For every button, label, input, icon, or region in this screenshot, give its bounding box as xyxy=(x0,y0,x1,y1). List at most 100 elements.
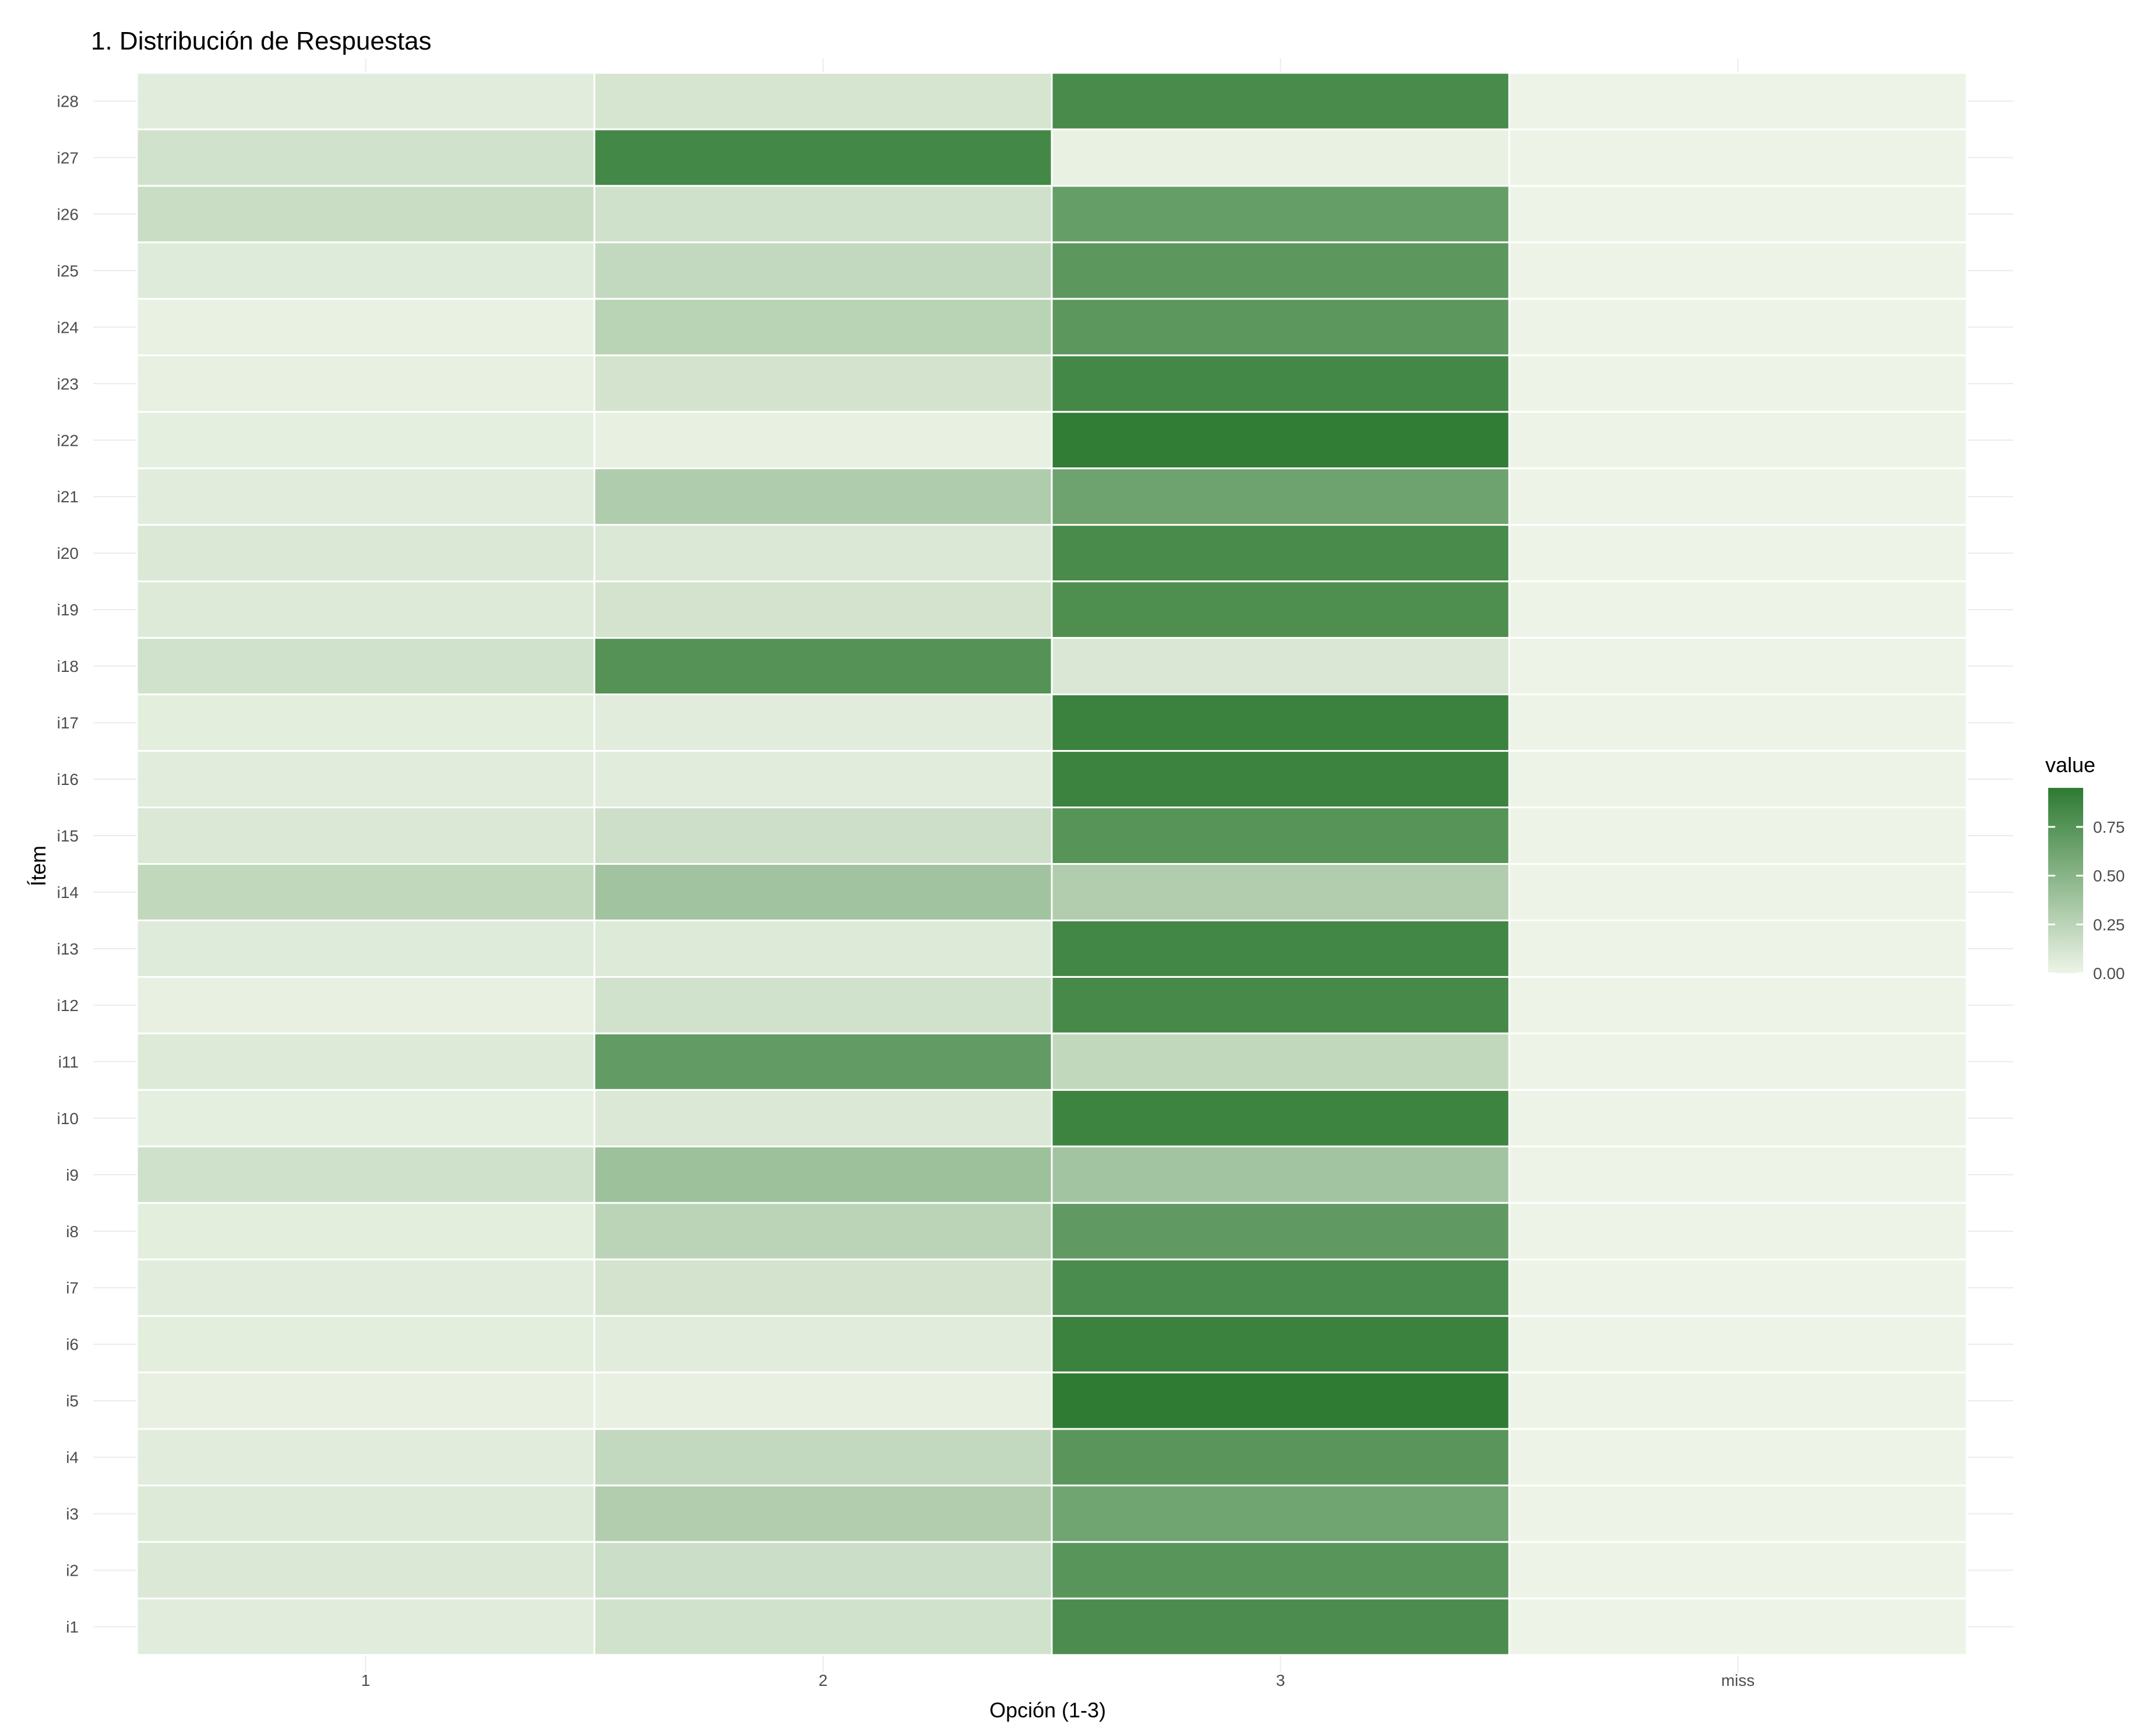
heatmap-cell xyxy=(1051,1371,1510,1430)
heatmap-cell xyxy=(136,128,596,187)
heatmap-cell xyxy=(1051,1032,1510,1091)
legend-tick-label: 0.75 xyxy=(2093,818,2125,836)
heatmap-cell xyxy=(593,1371,1053,1430)
heatmap-cell xyxy=(1508,1428,1968,1487)
y-tick-label: i2 xyxy=(66,1562,79,1580)
heatmap-cell xyxy=(593,1258,1053,1317)
heatmap-cell xyxy=(1508,863,1968,921)
heatmap-cell xyxy=(593,807,1053,865)
heatmap-cell xyxy=(593,524,1053,583)
y-tick-label: i9 xyxy=(66,1166,79,1184)
heatmap-cell xyxy=(1051,467,1510,526)
y-tick-label: i13 xyxy=(57,940,79,958)
y-tick-label: i20 xyxy=(57,544,79,562)
heatmap-cell xyxy=(593,750,1053,809)
heatmap-cell xyxy=(1508,1371,1968,1430)
heatmap-cell xyxy=(1508,411,1968,470)
heatmap-cell xyxy=(593,1315,1053,1374)
heatmap-cell xyxy=(1508,298,1968,357)
heatmap-cell xyxy=(1051,298,1510,357)
y-tick-label: i16 xyxy=(57,770,79,788)
heatmap-cell xyxy=(593,411,1053,470)
y-tick-label: i17 xyxy=(57,714,79,732)
heatmap-cell xyxy=(1508,1089,1968,1147)
heatmap-cell xyxy=(136,241,596,300)
heatmap-cell xyxy=(593,354,1053,413)
heatmap-cell xyxy=(1051,1258,1510,1317)
y-tick-labels: i28 i27 i26 i25 i24 i23 i22 i21 i20 i19 i18 i17 i16 i… xyxy=(57,92,79,1636)
heatmap-cell xyxy=(593,298,1053,357)
heatmap-cell xyxy=(136,524,596,583)
y-tick-label: i27 xyxy=(57,149,79,167)
heatmap-cell xyxy=(1508,919,1968,978)
heatmap-cell xyxy=(593,128,1053,187)
heatmap-cell xyxy=(1508,524,1968,583)
heatmap-cell xyxy=(593,863,1053,921)
y-tick-label: i26 xyxy=(57,205,79,223)
heatmap-cell xyxy=(593,72,1053,131)
heatmap-cell xyxy=(1051,1541,1510,1600)
heatmap-cell xyxy=(593,1428,1053,1487)
heatmap-cell xyxy=(593,693,1053,752)
heatmap-cell xyxy=(1051,1089,1510,1147)
heatmap-cell xyxy=(136,1597,596,1656)
heatmap-cell xyxy=(593,467,1053,526)
heatmap-cell xyxy=(136,1315,596,1374)
heatmap-cell xyxy=(593,185,1053,244)
heatmap-cell xyxy=(1051,1145,1510,1204)
y-tick-label: i25 xyxy=(57,262,79,280)
heatmap-cell xyxy=(593,1484,1053,1543)
legend-colorbar xyxy=(2048,788,2083,973)
heatmap-cell xyxy=(1508,807,1968,865)
heatmap-cell xyxy=(1508,241,1968,300)
y-tick-label: i7 xyxy=(66,1279,79,1297)
heatmap-cell xyxy=(593,919,1053,978)
heatmap-cell xyxy=(136,976,596,1034)
y-tick-label: i6 xyxy=(66,1336,79,1354)
heatmap-cell xyxy=(1508,1597,1968,1656)
heatmap-cell xyxy=(136,1428,596,1487)
legend-title: value xyxy=(2045,753,2095,777)
heatmap-cell xyxy=(1508,1315,1968,1374)
heatmap-cell xyxy=(1051,976,1510,1034)
heatmap-cell xyxy=(1051,637,1510,696)
heatmap-cell xyxy=(593,580,1053,639)
x-tick-label: 2 xyxy=(819,1671,828,1689)
heatmap-cell xyxy=(1508,354,1968,413)
heatmap-cell xyxy=(593,1089,1053,1147)
y-tick-label: i21 xyxy=(57,488,79,506)
heatmap-cell xyxy=(1051,72,1510,131)
heatmap-cell xyxy=(1508,128,1968,187)
heatmap-cell xyxy=(1508,1145,1968,1204)
x-tick-labels: 1 2 3 miss xyxy=(361,1671,1755,1689)
legend-ticks: 0.75 0.50 0.25 0.00 xyxy=(2048,818,2125,983)
heatmap-cell xyxy=(1051,1484,1510,1543)
heatmap-cell xyxy=(1051,185,1510,244)
y-tick-label: i4 xyxy=(66,1449,79,1467)
y-tick-label: i18 xyxy=(57,657,79,675)
heatmap-cell xyxy=(1051,128,1510,187)
heatmap-cell xyxy=(136,1484,596,1543)
heatmap-cell xyxy=(136,807,596,865)
heatmap-cell xyxy=(1508,693,1968,752)
heatmap-cell xyxy=(136,1258,596,1317)
color-legend: value 0.75 0.50 0.25 0.00 xyxy=(2045,753,2125,983)
heatmap-cell xyxy=(1508,1202,1968,1260)
heatmap-cell xyxy=(593,1032,1053,1091)
y-tick-label: i22 xyxy=(57,431,79,449)
heatmap-cell xyxy=(1051,750,1510,809)
y-tick-label: i23 xyxy=(57,375,79,393)
heatmap-cell xyxy=(1051,524,1510,583)
heatmap-cell xyxy=(593,1202,1053,1260)
heatmap-cell xyxy=(1051,580,1510,639)
heatmap-cell xyxy=(1051,411,1510,470)
heatmap-cell xyxy=(136,1145,596,1204)
y-tick-label: i12 xyxy=(57,996,79,1015)
y-tick-label: i8 xyxy=(66,1223,79,1241)
y-tick-label: i10 xyxy=(57,1110,79,1128)
heatmap-cell xyxy=(1508,750,1968,809)
heatmap-cell xyxy=(1508,185,1968,244)
heatmap-cell xyxy=(136,919,596,978)
y-tick-label: i14 xyxy=(57,883,79,902)
heatmap-cell xyxy=(1051,693,1510,752)
